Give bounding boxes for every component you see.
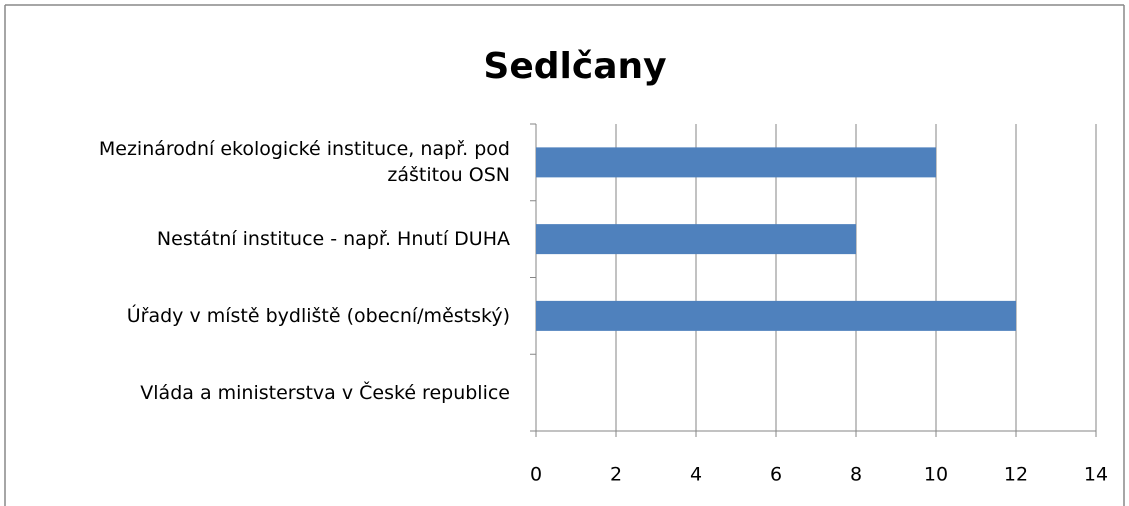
x-tick-label: 8 bbox=[850, 464, 862, 486]
chart-title: Sedlčany bbox=[483, 46, 666, 87]
bar bbox=[536, 300, 1016, 331]
x-tick-label: 10 bbox=[924, 464, 948, 486]
bar bbox=[536, 224, 856, 255]
y-tick-label: Úřady v místě bydliště (obecní/městský) bbox=[126, 304, 510, 327]
y-tick-label: Vláda a ministerstva v České republice bbox=[140, 381, 510, 404]
x-tick-label: 14 bbox=[1084, 464, 1108, 486]
y-tick-label: Mezinárodní ekologické instituce, např. … bbox=[98, 138, 510, 187]
x-tick-label: 6 bbox=[770, 464, 782, 486]
x-tick-label: 4 bbox=[690, 464, 702, 486]
x-tick-label: 0 bbox=[530, 464, 542, 486]
bar bbox=[536, 147, 936, 178]
x-tick-label: 12 bbox=[1004, 464, 1028, 486]
x-tick-label: 2 bbox=[610, 464, 622, 486]
y-tick-label: Nestátní instituce - např. Hnutí DUHA bbox=[156, 228, 510, 251]
